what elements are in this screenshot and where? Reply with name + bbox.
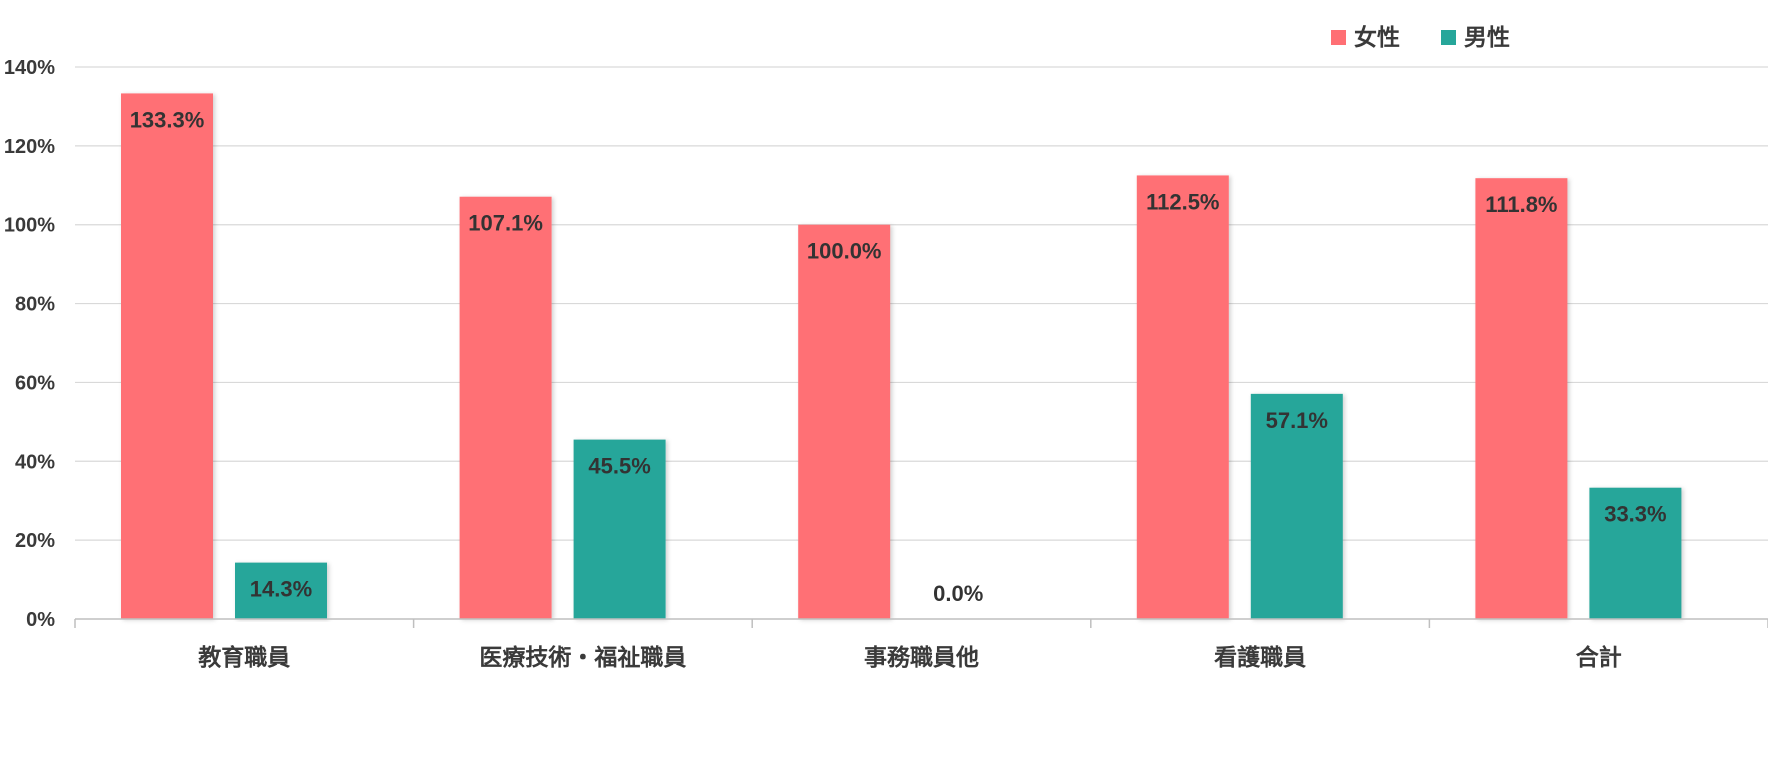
data-label: 45.5% — [588, 454, 650, 479]
legend-swatch-female — [1331, 30, 1346, 45]
gridlines — [75, 66, 1768, 541]
bar-male — [573, 439, 666, 619]
data-label: 112.5% — [1146, 189, 1219, 214]
legend-label: 男性 — [1464, 25, 1510, 51]
y-tick-label: 0% — [26, 609, 55, 631]
bar-male — [1589, 487, 1682, 619]
data-label: 33.3% — [1604, 502, 1666, 527]
x-category-label: 医療技術・福祉職員 — [479, 644, 686, 671]
y-tick-label: 120% — [4, 136, 55, 158]
y-tick-label: 100% — [4, 215, 55, 237]
x-category-label: 合計 — [1576, 644, 1622, 671]
y-tick-label: 60% — [15, 372, 55, 394]
x-category-label: 教育職員 — [198, 644, 290, 671]
y-axis-tick-labels: 0% 20% 40% 60% 80% 100% 120% 140% — [4, 57, 55, 631]
legend-label: 女性 — [1354, 24, 1400, 51]
data-label: 14.3% — [250, 577, 312, 602]
y-tick-label: 80% — [15, 294, 55, 316]
y-tick-label: 140% — [4, 57, 55, 79]
data-label: 100.0% — [807, 239, 882, 264]
bar-female — [798, 224, 891, 619]
y-tick-label: 20% — [15, 530, 55, 552]
data-label: 0.0% — [933, 581, 983, 606]
bar-female — [121, 93, 213, 620]
bar-female — [1136, 175, 1229, 619]
bars — [121, 93, 1682, 620]
bar-male — [235, 562, 327, 619]
bar-female — [1475, 178, 1568, 619]
y-tick-label: 40% — [15, 451, 55, 473]
bar-female — [459, 196, 552, 619]
x-category-label: 事務職員他 — [864, 644, 979, 671]
data-label: 111.8% — [1485, 192, 1557, 217]
bar-male — [1250, 393, 1343, 619]
legend: 女性 男性 — [1331, 24, 1510, 51]
x-axis-category-labels: 教育職員 医療技術・福祉職員 事務職員他 看護職員 合計 — [198, 644, 1621, 671]
legend-swatch-male — [1441, 30, 1456, 45]
data-labels: 133.3% 107.1% 100.0% 112.5% 111.8% 14.3% 45.5%… — [130, 107, 1667, 606]
data-label: 107.1% — [468, 211, 543, 236]
x-axis — [74, 618, 1768, 628]
x-category-label: 看護職員 — [1214, 644, 1306, 671]
data-label: 57.1% — [1266, 408, 1328, 433]
data-label: 133.3% — [130, 107, 205, 132]
